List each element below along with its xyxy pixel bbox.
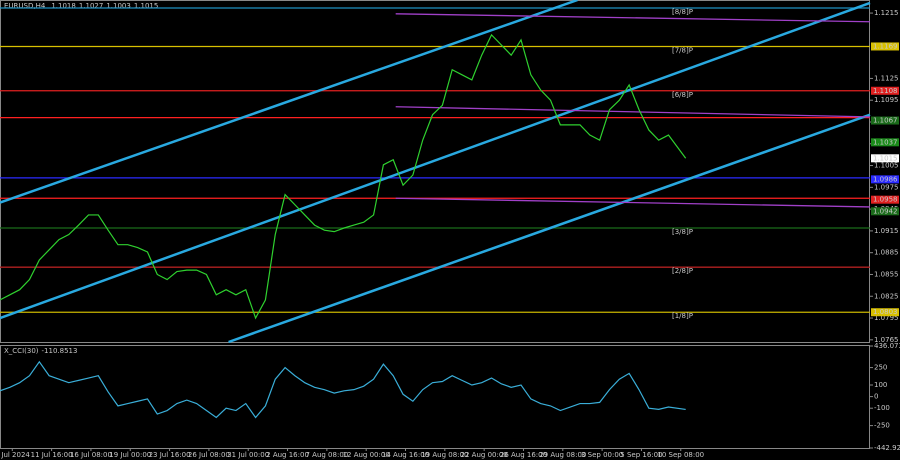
ohlc-low: 1.1003 <box>106 2 131 10</box>
ohlc-high: 1.1027 <box>79 2 104 10</box>
series-line <box>0 33 687 320</box>
trend-line <box>395 106 871 118</box>
x-tick-label: 7 Aug 08:00 <box>305 451 348 459</box>
price-box-label: 1.0986 <box>873 175 898 183</box>
x-tick-label: 11 Jul 16:00 <box>31 451 73 459</box>
y-tick-label: 1.1215 <box>874 9 899 17</box>
trend-line <box>228 113 871 344</box>
x-tick-label: 31 Jul 00:00 <box>227 451 269 459</box>
price-box-label: 1.0942 <box>873 207 898 215</box>
x-tick-label: 22 Aug 00:00 <box>461 451 508 459</box>
price-box-label: 1.1108 <box>873 87 898 95</box>
symbol: EURUSD,H4 <box>4 2 46 10</box>
price-box <box>871 86 899 95</box>
cci-panel-frame <box>0 345 870 449</box>
cci-header: X_CCI(30) -110.8513 <box>4 347 77 355</box>
chart-header: EURUSD,H4 1.1018 1.1027 1.1003 1.1015 <box>4 2 158 10</box>
y-tick-label: 1.0855 <box>874 270 899 278</box>
cci-title: X_CCI(30) <box>4 347 39 355</box>
x-tick-label: 5 Sep 16:00 <box>620 451 662 459</box>
series-line <box>0 360 686 419</box>
price-box-label: 1.1037 <box>873 138 898 146</box>
price-box-label: 1.0958 <box>873 196 898 204</box>
price-box <box>871 116 899 125</box>
price-panel-frame <box>0 0 870 343</box>
x-tick-label: 2 Aug 16:00 <box>266 451 309 459</box>
level-label: [1/8]P <box>672 312 693 320</box>
price-box <box>871 138 899 147</box>
y-tick-label: 436.0738 <box>874 342 900 350</box>
price-box <box>871 42 899 51</box>
y-tick-label: 0 <box>874 393 878 401</box>
price-box-label: 1.1169 <box>873 42 898 50</box>
x-tick-label: 14 Aug 16:00 <box>382 451 429 459</box>
price-box <box>871 308 899 317</box>
trend-line <box>395 197 871 208</box>
y-tick-label: -442.928 <box>874 444 900 452</box>
y-tick-label: 250 <box>874 364 887 372</box>
price-box-label: 1.0803 <box>873 308 898 316</box>
trend-line <box>0 0 578 204</box>
x-tick-label: 3 Sep 00:00 <box>581 451 623 459</box>
price-box <box>871 195 899 204</box>
ohlc-open: 1.1018 <box>51 2 76 10</box>
x-tick-label: 9 Jul 2024 <box>0 451 30 459</box>
x-tick-label: 23 Jul 16:00 <box>149 451 191 459</box>
cci-last-value: -110.8513 <box>42 347 78 355</box>
y-tick-label: 1.1005 <box>874 162 899 170</box>
y-tick-label: 1.0765 <box>874 336 899 344</box>
x-tick-label: 10 Sep 08:00 <box>657 451 704 459</box>
trend-line <box>395 13 871 23</box>
x-tick-label: 26 Jul 08:00 <box>188 451 230 459</box>
y-tick-label: 1.0795 <box>874 314 899 322</box>
y-tick-label: 1.1125 <box>874 74 899 82</box>
price-box-label: 1.1067 <box>873 117 898 125</box>
x-tick-label: 26 Aug 16:00 <box>500 451 547 459</box>
ohlc-close: 1.1015 <box>134 2 159 10</box>
level-label: [7/8]P <box>672 46 693 54</box>
y-tick-label: 100 <box>874 381 887 389</box>
price-box <box>871 175 899 184</box>
y-tick-label: 1.0885 <box>874 249 899 257</box>
x-tick-label: 19 Jul 00:00 <box>109 451 151 459</box>
y-tick-label: 1.0975 <box>874 183 899 191</box>
x-tick-label: 29 Aug 08:00 <box>539 451 586 459</box>
level-label: [8/8]P <box>672 8 693 16</box>
x-tick-label: 19 Aug 08:00 <box>421 451 468 459</box>
price-box <box>871 154 899 163</box>
price-box-label: 1.1015 <box>873 154 898 162</box>
price-box <box>871 207 899 216</box>
y-tick-label: -100 <box>874 404 890 412</box>
y-tick-label: 1.1095 <box>874 96 899 104</box>
x-tick-label: 12 Aug 00:00 <box>343 451 390 459</box>
y-tick-label: 1.0915 <box>874 227 899 235</box>
level-label: [6/8]P <box>672 91 693 99</box>
x-tick-label: 16 Jul 08:00 <box>70 451 112 459</box>
trend-line <box>0 1 871 320</box>
level-label: [3/8]P <box>672 228 693 236</box>
y-tick-label: -250 <box>874 422 890 430</box>
level-label: [2/8]P <box>672 267 693 275</box>
y-tick-label: 1.0825 <box>874 292 899 300</box>
